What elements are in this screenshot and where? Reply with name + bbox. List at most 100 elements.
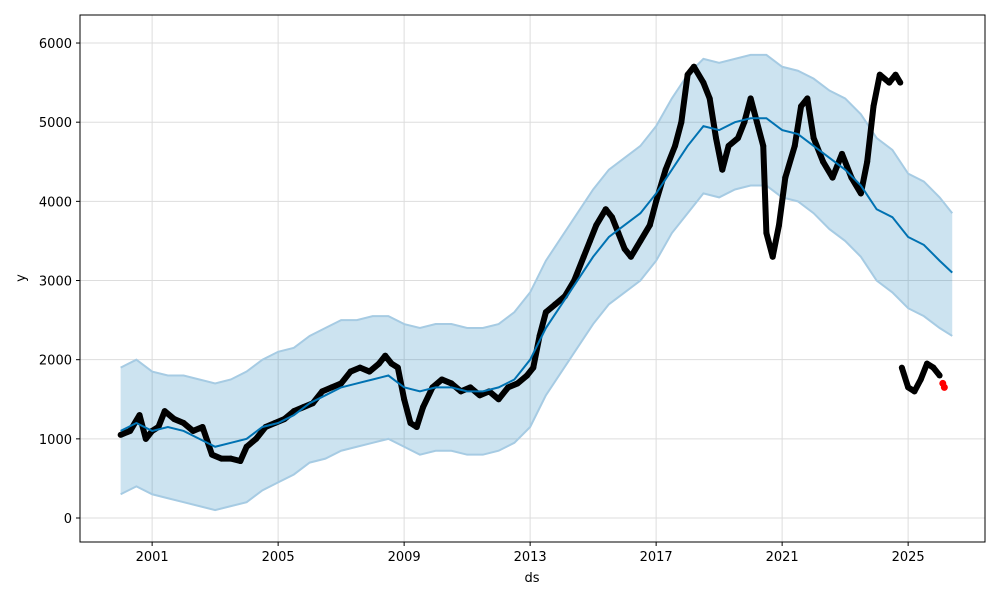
actual-point xyxy=(514,380,521,387)
actual-point xyxy=(653,198,660,205)
actual-point xyxy=(401,396,408,403)
actual-point xyxy=(142,435,149,442)
actual-point xyxy=(848,174,855,181)
actual-point xyxy=(495,396,502,403)
actual-point xyxy=(760,142,767,149)
actual-point xyxy=(662,166,669,173)
actual-point xyxy=(747,95,754,102)
actual-point xyxy=(243,443,250,450)
actual-point xyxy=(898,364,905,371)
actual-point xyxy=(609,214,616,221)
y-tick-label: 3000 xyxy=(39,275,72,290)
uncertainty-band xyxy=(120,53,954,512)
actual-point xyxy=(190,427,197,434)
actual-point xyxy=(791,142,798,149)
actual-point xyxy=(552,301,559,308)
actual-point xyxy=(117,431,124,438)
actual-point xyxy=(897,79,904,86)
y-tick-label: 1000 xyxy=(39,433,72,448)
actual-point xyxy=(936,372,943,379)
actual-point xyxy=(375,360,382,367)
actual-point xyxy=(712,135,719,142)
actual-point xyxy=(857,190,864,197)
x-tick-label: 2025 xyxy=(892,550,925,565)
actual-point xyxy=(804,95,811,102)
actual-point xyxy=(448,380,455,387)
y-tick-label: 0 xyxy=(64,512,72,527)
actual-point xyxy=(208,451,215,458)
actual-point xyxy=(886,79,893,86)
actual-point xyxy=(593,222,600,229)
actual-point xyxy=(338,380,345,387)
actual-point xyxy=(388,360,395,367)
actual-point xyxy=(637,237,644,244)
actual-point xyxy=(672,142,679,149)
lower-bound-line xyxy=(120,184,953,512)
actual-point xyxy=(627,253,634,260)
forecast-line-group xyxy=(120,117,953,448)
actual-point xyxy=(127,427,134,434)
actual-point xyxy=(917,376,924,383)
uncertainty-band-fill xyxy=(120,54,953,511)
actual-point xyxy=(838,150,845,157)
grid xyxy=(80,15,985,542)
actual-point xyxy=(542,309,549,316)
actual-point xyxy=(753,119,760,126)
actual-point xyxy=(763,230,770,237)
highlight-points xyxy=(939,379,948,391)
actual-point xyxy=(621,245,628,252)
actual-point xyxy=(420,404,427,411)
actual-point xyxy=(876,71,883,78)
actual-point xyxy=(523,372,530,379)
actual-point xyxy=(829,174,836,181)
x-tick-label: 2013 xyxy=(514,550,547,565)
actual-point xyxy=(180,420,187,427)
actual-point xyxy=(719,166,726,173)
x-tick-label: 2001 xyxy=(136,550,169,565)
actual-point xyxy=(678,119,685,126)
actual-point xyxy=(646,222,653,229)
actual-point xyxy=(798,103,805,110)
actual-point xyxy=(892,71,899,78)
forecast-line xyxy=(120,117,953,448)
y-axis-label: y xyxy=(14,274,29,282)
actual-point xyxy=(290,408,297,415)
actual-point xyxy=(864,158,871,165)
y-tick-label: 4000 xyxy=(39,195,72,210)
actual-point xyxy=(700,79,707,86)
actual-point xyxy=(476,392,483,399)
actual-point xyxy=(690,63,697,70)
upper-bound-line xyxy=(120,53,954,385)
x-tick-label: 2017 xyxy=(640,550,673,565)
actual-point xyxy=(810,135,817,142)
actual-points xyxy=(117,63,943,465)
actual-point xyxy=(725,142,732,149)
actual-point xyxy=(171,416,178,423)
actual-point xyxy=(586,237,593,244)
actual-point xyxy=(227,455,234,462)
actual-point xyxy=(438,376,445,383)
x-tick-label: 2005 xyxy=(262,550,295,565)
actual-point xyxy=(394,364,401,371)
actual-point xyxy=(237,458,244,465)
y-tick-label: 6000 xyxy=(39,37,72,52)
actual-point xyxy=(530,364,537,371)
actual-point xyxy=(413,423,420,430)
actual-point xyxy=(366,368,373,375)
actual-point xyxy=(870,103,877,110)
actual-point xyxy=(253,435,260,442)
actual-point xyxy=(357,364,364,371)
x-tick-label: 2021 xyxy=(766,550,799,565)
actual-point xyxy=(347,368,354,375)
actual-point xyxy=(382,352,389,359)
plot-frame xyxy=(79,14,986,543)
actual-point xyxy=(218,455,225,462)
actual-point xyxy=(328,384,335,391)
actual-point xyxy=(905,384,912,391)
actual-point xyxy=(930,364,937,371)
y-tick-label: 5000 xyxy=(39,116,72,131)
actual-point xyxy=(820,158,827,165)
actual-point xyxy=(735,135,742,142)
